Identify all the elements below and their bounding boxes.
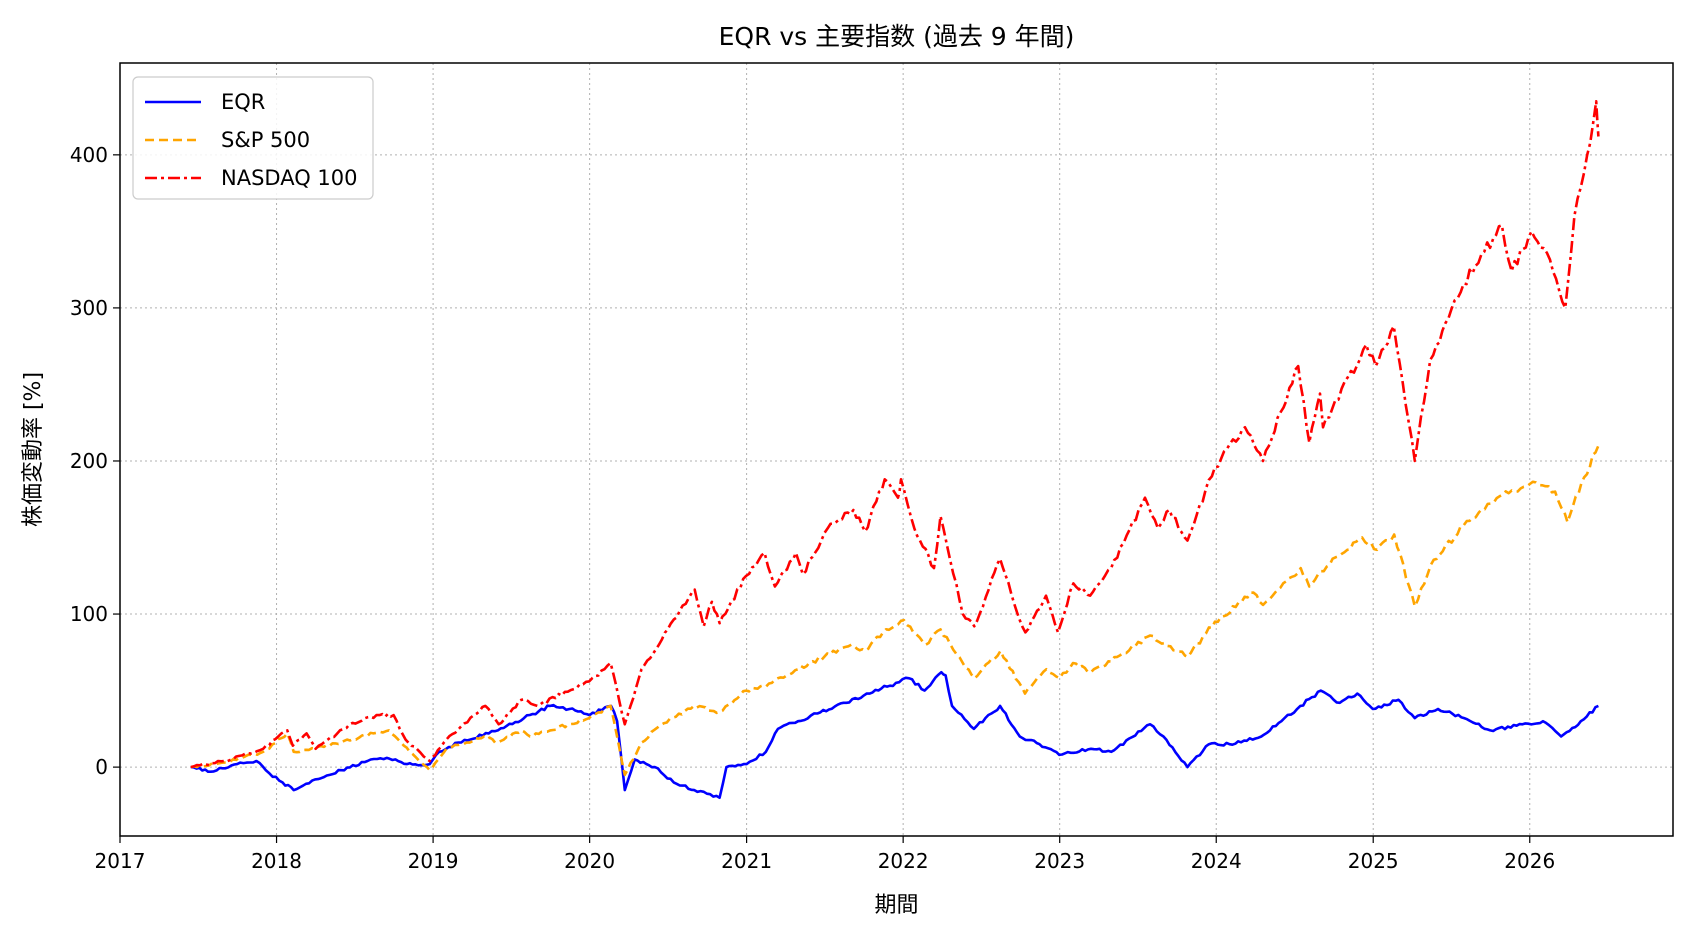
legend-label: EQR (221, 90, 265, 114)
series-line-1 (190, 445, 1600, 777)
series-line-2 (190, 100, 1600, 769)
series-line-0 (190, 670, 1599, 799)
x-tick-label: 2024 (1191, 849, 1242, 873)
series-layer (190, 100, 1600, 799)
x-axis-label: 期間 (874, 893, 918, 918)
y-tick-label: 300 (70, 296, 108, 320)
x-tick-label: 2022 (878, 849, 929, 873)
x-tick-label: 2026 (1504, 849, 1555, 873)
legend: EQR S&P 500 NASDAQ 100 (132, 76, 374, 200)
chart-title: EQR vs 主要指数 (過去 9 年間) (719, 22, 1075, 51)
x-tick-label: 2019 (408, 849, 459, 873)
x-tick-label: 2017 (95, 849, 146, 873)
y-axis: 0 100 200 300 400 (70, 143, 120, 779)
y-tick-label: 100 (70, 602, 108, 626)
plot-area (190, 100, 1600, 799)
x-tick-label: 2023 (1034, 849, 1085, 873)
x-tick-label: 2025 (1348, 849, 1399, 873)
y-tick-label: 200 (70, 449, 108, 473)
x-tick-label: 2021 (721, 849, 772, 873)
y-tick-label: 0 (95, 755, 108, 779)
legend-label: NASDAQ 100 (221, 166, 358, 190)
x-tick-label: 2018 (251, 849, 302, 873)
x-axis: 2017 2018 2019 2020 2021 2022 2023 2024 2025 2026 (95, 836, 1555, 873)
legend-box (132, 76, 374, 200)
y-axis-label: 株価変動率 [%] (21, 372, 46, 527)
x-tick-label: 2020 (564, 849, 615, 873)
plot-frame (119, 62, 1674, 837)
y-tick-label: 400 (70, 143, 108, 167)
legend-label: S&P 500 (221, 128, 310, 152)
